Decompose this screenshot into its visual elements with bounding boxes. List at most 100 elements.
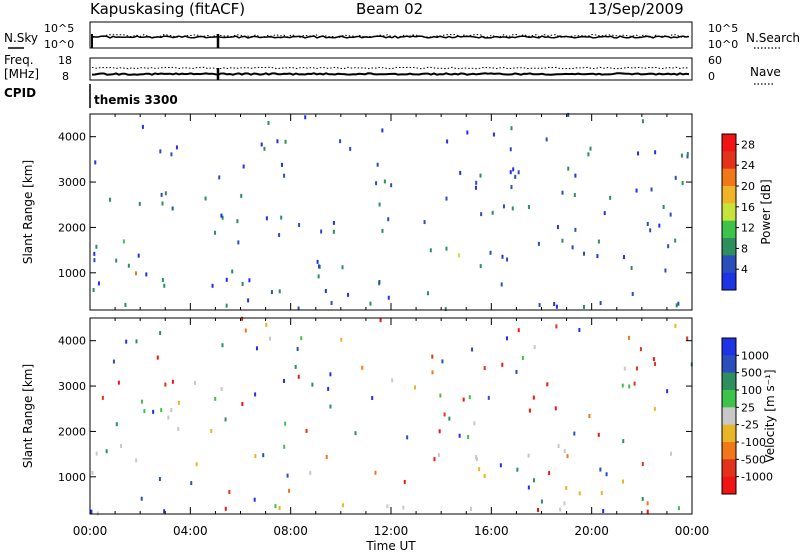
sparse-cell — [161, 277, 164, 282]
sparse-cell — [502, 204, 505, 209]
sparse-cell — [573, 193, 576, 198]
sparse-cell — [317, 274, 320, 279]
sparse-cell — [406, 435, 409, 440]
sparse-cell — [316, 259, 319, 264]
sparse-cell — [588, 414, 591, 419]
nsearch-trace — [91, 33, 689, 38]
colorbar-segment — [722, 168, 736, 187]
sparse-cell — [538, 303, 541, 308]
sparse-cell — [439, 393, 442, 398]
sparse-cell — [143, 409, 146, 414]
sparse-cell — [574, 173, 577, 178]
sparse-cell — [374, 470, 377, 475]
nsky-frame — [89, 21, 693, 49]
scatter-cell — [138, 201, 141, 206]
sparse-cell — [501, 254, 504, 259]
power-ylabel: Slant Range [km] — [21, 160, 35, 264]
sparse-cell — [254, 454, 257, 459]
sparse-cell — [160, 408, 163, 413]
freq-frame — [89, 57, 693, 81]
sparse-cell — [97, 281, 100, 286]
y-tick-label: 3000 — [58, 380, 86, 393]
sparse-cell — [127, 263, 130, 268]
sparse-cell — [621, 383, 624, 388]
scatter-cell — [597, 239, 600, 244]
beam-title: Beam 02 — [356, 0, 423, 18]
velocity-panel: 1000 2000 3000 4000 Slant Range [km] 1000 50… — [21, 316, 777, 516]
sparse-cell — [483, 473, 486, 478]
sparse-cell — [561, 190, 564, 195]
sparse-cell — [654, 150, 657, 155]
sparse-cell — [284, 421, 287, 426]
sparse-cell — [115, 258, 118, 263]
nsky-panel: N.Sky 10^5 10^0 10^5 10^0 N.Search — [4, 21, 800, 51]
sparse-cell — [325, 454, 328, 459]
colorbar-segment — [722, 134, 736, 152]
sparse-cell — [381, 128, 384, 133]
sparse-cell — [622, 255, 625, 260]
sparse-cell — [466, 130, 469, 135]
y-tick-label: 2000 — [58, 221, 86, 234]
colorbar-segment — [722, 338, 736, 356]
sparse-cell — [152, 409, 155, 414]
sparse-cell — [491, 210, 494, 215]
y-tick-label: 4000 — [58, 335, 86, 348]
sparse-cell — [117, 380, 120, 385]
sparse-cell — [262, 453, 265, 458]
sparse-cell — [680, 153, 683, 158]
sparse-cell — [254, 392, 257, 397]
sparse-cell — [340, 337, 343, 342]
sparse-cell — [224, 506, 227, 511]
sparse-cell — [489, 250, 492, 255]
scatter-cell — [599, 301, 602, 306]
sparse-cell — [242, 164, 245, 169]
scatter-cell — [437, 453, 440, 458]
cpid-value: themis 3300 — [94, 93, 178, 107]
scatter-cell — [171, 206, 174, 211]
sparse-cell — [332, 229, 335, 234]
colorbar-tick-label: 500 — [741, 367, 762, 380]
velocity-y-axis: 1000 2000 3000 4000 — [58, 335, 692, 484]
nsearch-label: N.Search — [746, 31, 800, 45]
sparse-cell — [137, 253, 140, 258]
sparse-cell — [479, 173, 482, 178]
sparse-cell — [112, 359, 115, 364]
nave-tick-top: 60 — [708, 54, 722, 67]
colorbar-segment — [722, 476, 736, 495]
scatter-cell — [527, 453, 530, 458]
sparse-cell — [280, 215, 283, 220]
sparse-cell — [474, 185, 477, 190]
sparse-cell — [267, 120, 270, 125]
colorbar-tick-label: 8 — [741, 242, 748, 255]
cpid-row: CPID themis 3300 — [4, 84, 178, 108]
colorbar-tick-label: -500 — [741, 453, 766, 466]
sparse-cell — [499, 463, 502, 468]
sparse-cell — [540, 499, 543, 504]
sparse-cell — [483, 366, 486, 371]
sparse-cell — [378, 279, 381, 284]
sparse-cell — [247, 298, 250, 303]
nave-trace — [91, 66, 689, 70]
sparse-cell — [602, 508, 605, 513]
sparse-cell — [391, 378, 394, 383]
nsearch-tick-top: 10^5 — [708, 22, 738, 35]
sparse-cell — [255, 346, 258, 351]
sparse-cell — [510, 185, 513, 190]
scatter-cell — [225, 303, 228, 308]
colorbar-segment — [722, 151, 736, 170]
sparse-cell — [650, 187, 653, 192]
sparse-cell — [433, 457, 436, 462]
y-tick-label: 2000 — [58, 425, 86, 438]
sparse-cell — [487, 395, 490, 400]
sparse-cell — [527, 204, 530, 209]
date-title: 13/Sep/2009 — [588, 0, 684, 18]
sparse-cell — [231, 269, 234, 274]
sparse-cell — [681, 180, 684, 185]
colorbar-tick-label: 4 — [741, 263, 748, 276]
sparse-cell — [426, 291, 429, 296]
sparse-cell — [317, 264, 320, 269]
scatter-cell — [134, 271, 137, 276]
time-tick-label: 08:00 — [273, 524, 308, 538]
sparse-cell — [341, 265, 344, 270]
sparse-cell — [566, 454, 569, 459]
